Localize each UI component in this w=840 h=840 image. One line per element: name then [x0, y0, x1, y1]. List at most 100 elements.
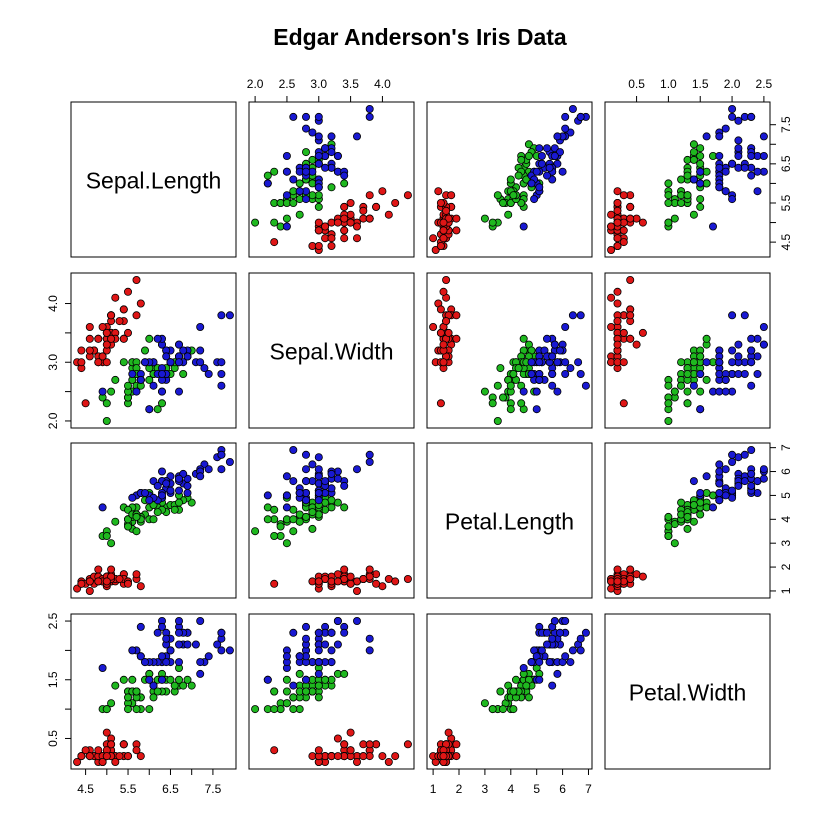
point-virginica: [289, 445, 298, 454]
panel-Sepal.Width-vs-Petal.Length: [426, 272, 593, 429]
point-setosa: [340, 740, 349, 749]
point-versicolor: [170, 505, 179, 514]
point-versicolor: [340, 179, 349, 188]
tick-label: 3.0: [310, 77, 327, 91]
point-virginica: [527, 358, 536, 367]
point-virginica: [553, 358, 562, 367]
point-versicolor: [696, 195, 705, 204]
point-virginica: [702, 132, 711, 141]
point-virginica: [740, 369, 749, 378]
point-virginica: [174, 387, 183, 396]
point-setosa: [607, 293, 616, 302]
point-virginica: [709, 503, 718, 512]
point-virginica: [263, 491, 272, 500]
tick-label: 4.5: [779, 233, 793, 250]
tick-label: 0.5: [46, 730, 60, 747]
point-setosa: [346, 579, 355, 588]
point-versicolor: [295, 179, 304, 188]
point-virginica: [217, 311, 226, 320]
point-virginica: [734, 340, 743, 349]
panel-Petal.Length-vs-Petal.Length: Petal.Length: [426, 442, 593, 599]
point-versicolor: [493, 191, 502, 200]
point-versicolor: [107, 699, 116, 708]
point-virginica: [282, 652, 291, 661]
point-virginica: [527, 369, 536, 378]
point-virginica: [217, 465, 226, 474]
point-virginica: [183, 481, 192, 490]
point-versicolor: [111, 681, 120, 690]
point-setosa: [439, 287, 448, 296]
point-virginica: [314, 646, 323, 655]
point-setosa: [314, 218, 323, 227]
point-setosa: [403, 740, 412, 749]
point-versicolor: [689, 148, 698, 157]
point-virginica: [759, 340, 768, 349]
point-virginica: [174, 640, 183, 649]
point-setosa: [314, 226, 323, 235]
tick-label: 4.0: [374, 77, 391, 91]
point-setosa: [613, 287, 622, 296]
tick-label: 5.5: [120, 782, 137, 796]
point-versicolor: [145, 705, 154, 714]
point-virginica: [576, 369, 585, 378]
point-virginica: [153, 481, 162, 490]
point-setosa: [439, 234, 448, 243]
point-virginica: [333, 474, 342, 483]
tick-label: 2.5: [279, 77, 296, 91]
tick-label: 6: [559, 782, 566, 796]
point-versicolor: [488, 218, 497, 227]
point-virginica: [333, 617, 342, 626]
point-setosa: [77, 752, 86, 761]
point-virginica: [581, 381, 590, 390]
point-versicolor: [124, 381, 133, 390]
point-virginica: [561, 652, 570, 661]
point-setosa: [340, 234, 349, 243]
point-virginica: [689, 175, 698, 184]
point-virginica: [759, 151, 768, 160]
point-virginica: [548, 369, 557, 378]
panel-frame: [248, 272, 415, 429]
point-setosa: [85, 577, 94, 586]
point-setosa: [119, 305, 128, 314]
tick-label: 2.5: [756, 77, 773, 91]
point-setosa: [452, 311, 461, 320]
point-versicolor: [517, 399, 526, 408]
point-setosa: [384, 210, 393, 219]
point-virginica: [98, 664, 107, 673]
point-versicolor: [496, 364, 505, 373]
point-setosa: [434, 187, 443, 196]
point-virginica: [759, 465, 768, 474]
point-virginica: [314, 465, 323, 474]
point-setosa: [452, 214, 461, 223]
point-setosa: [102, 358, 111, 367]
point-setosa: [352, 234, 361, 243]
point-virginica: [314, 669, 323, 678]
point-virginica: [734, 136, 743, 145]
point-setosa: [613, 340, 622, 349]
point-versicolor: [664, 381, 673, 390]
point-setosa: [619, 358, 628, 367]
point-setosa: [98, 322, 107, 331]
point-setosa: [94, 746, 103, 755]
point-virginica: [548, 681, 557, 690]
point-versicolor: [340, 669, 349, 678]
panel-Petal.Width-vs-Sepal.Width: [248, 613, 415, 770]
point-virginica: [747, 445, 756, 454]
point-virginica: [537, 159, 546, 168]
point-versicolor: [301, 512, 310, 521]
tick-label: 2: [456, 782, 463, 796]
point-setosa: [132, 746, 141, 755]
point-virginica: [179, 346, 188, 355]
point-versicolor: [480, 699, 489, 708]
point-virginica: [200, 364, 209, 373]
point-virginica: [157, 467, 166, 476]
point-setosa: [613, 206, 622, 215]
point-virginica: [568, 311, 577, 320]
point-versicolor: [179, 681, 188, 690]
left-axis-Petal.Width: 0.5 1.5 2.5: [46, 612, 72, 747]
point-virginica: [289, 112, 298, 121]
point-setosa: [619, 328, 628, 337]
point-virginica: [581, 628, 590, 637]
point-versicolor: [496, 687, 505, 696]
point-setosa: [85, 346, 94, 355]
